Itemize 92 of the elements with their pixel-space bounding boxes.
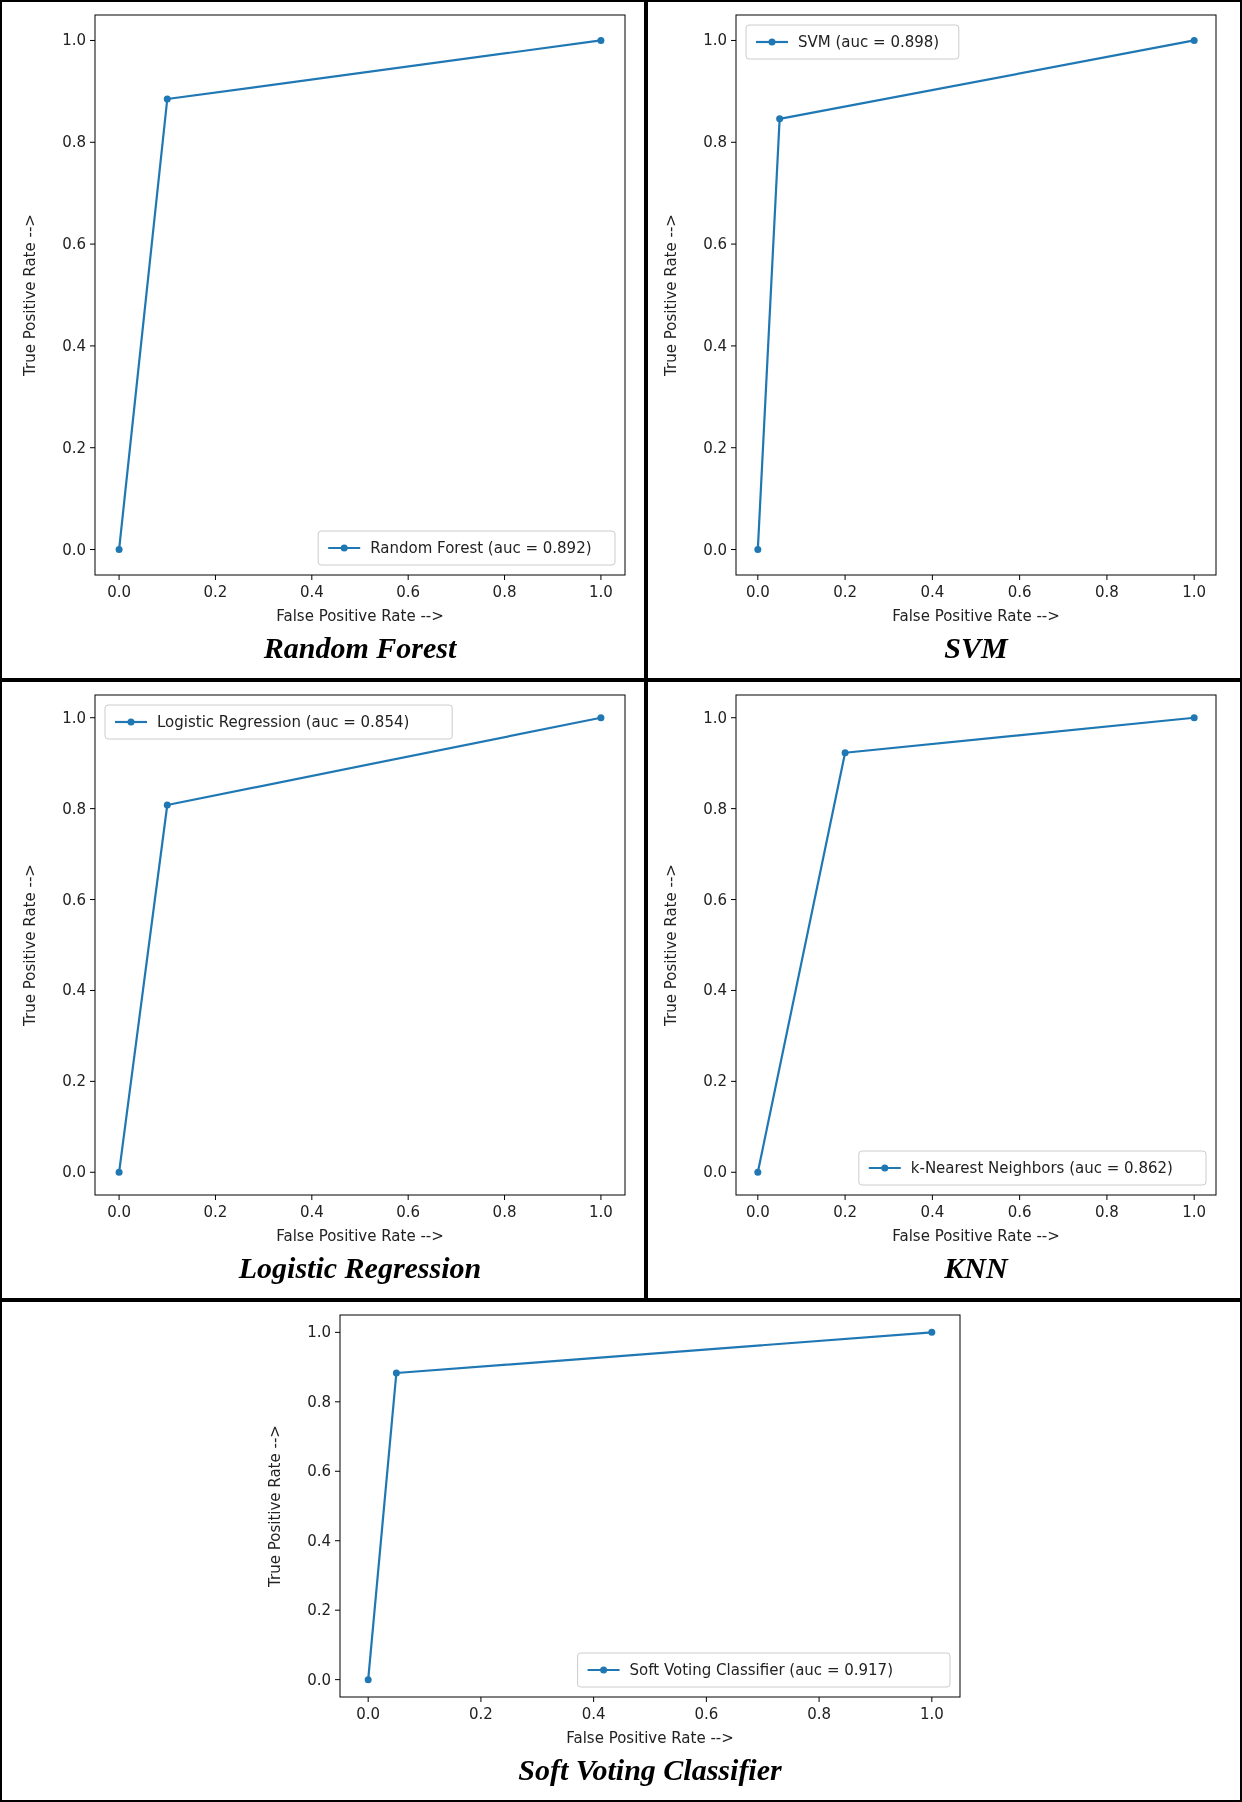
y-tick-label: 0.2 bbox=[307, 1601, 331, 1620]
x-axis-title: False Positive Rate --> bbox=[566, 1729, 734, 1747]
x-tick-label: 0.6 bbox=[396, 583, 421, 601]
y-tick-label: 0.0 bbox=[307, 1670, 331, 1689]
point bbox=[776, 115, 784, 123]
legend-label: SVM (auc = 0.898) bbox=[798, 33, 940, 51]
x-tick-label: 1.0 bbox=[919, 1705, 944, 1723]
y-tick-label: 0.8 bbox=[703, 133, 727, 152]
y-tick-label: 0.2 bbox=[62, 438, 86, 457]
x-tick-label: 0.0 bbox=[107, 1203, 132, 1221]
point bbox=[597, 714, 605, 722]
point bbox=[754, 546, 762, 554]
y-tick-label: 0.2 bbox=[703, 438, 727, 457]
y-tick-label: 0.4 bbox=[62, 336, 86, 355]
x-tick-label: 0.2 bbox=[468, 1705, 493, 1723]
x-tick-label: 0.8 bbox=[492, 583, 517, 601]
y-tick-label: 0.8 bbox=[62, 133, 86, 152]
x-tick-label: 0.0 bbox=[356, 1705, 381, 1723]
y-tick-label: 0.4 bbox=[307, 1531, 331, 1550]
y-axis-title: True Positive Rate --> bbox=[662, 214, 680, 377]
y-tick-label: 0.0 bbox=[703, 540, 727, 559]
y-axis-title: True Positive Rate --> bbox=[21, 214, 39, 377]
x-tick-label: 0.4 bbox=[920, 1203, 945, 1221]
x-axis-title: False Positive Rate --> bbox=[276, 607, 444, 625]
x-tick-label: 1.0 bbox=[1182, 583, 1207, 601]
x-tick-label: 0.8 bbox=[1094, 583, 1119, 601]
y-tick-label: 0.6 bbox=[703, 235, 727, 254]
y-tick-label: 0.0 bbox=[62, 540, 86, 559]
x-tick-label: 0.2 bbox=[833, 1203, 858, 1221]
y-tick-label: 0.8 bbox=[62, 799, 86, 818]
x-tick-label: 0.0 bbox=[107, 583, 132, 601]
x-tick-label: 0.6 bbox=[396, 1203, 421, 1221]
text: SVM bbox=[944, 631, 1010, 664]
text: Logistic Regression bbox=[237, 1251, 482, 1284]
y-tick-label: 1.0 bbox=[307, 1323, 331, 1342]
text: Random Forest bbox=[262, 631, 458, 664]
point bbox=[364, 1676, 372, 1684]
y-axis-title: True Positive Rate --> bbox=[266, 1425, 284, 1588]
y-tick-label: 0.8 bbox=[307, 1392, 331, 1411]
point bbox=[1190, 714, 1198, 722]
x-tick-label: 0.0 bbox=[745, 583, 770, 601]
point bbox=[163, 801, 171, 809]
x-tick-label: 0.8 bbox=[492, 1203, 517, 1221]
y-tick-label: 0.6 bbox=[62, 235, 86, 254]
legend-label: k-Nearest Neighbors (auc = 0.862) bbox=[910, 1159, 1173, 1177]
y-tick-label: 0.4 bbox=[703, 336, 727, 355]
legend-label: Soft Voting Classifier (auc = 0.917) bbox=[629, 1661, 894, 1679]
x-tick-label: 0.2 bbox=[203, 1203, 228, 1221]
x-axis-title: False Positive Rate --> bbox=[892, 607, 1060, 625]
y-tick-label: 1.0 bbox=[703, 31, 727, 50]
y-tick-label: 0.4 bbox=[62, 981, 86, 1000]
point bbox=[928, 1328, 936, 1336]
y-tick-label: 0.0 bbox=[703, 1163, 727, 1182]
x-axis-title: False Positive Rate --> bbox=[276, 1227, 444, 1245]
point bbox=[597, 36, 605, 44]
x-tick-label: 1.0 bbox=[1182, 1203, 1207, 1221]
y-tick-label: 0.6 bbox=[307, 1462, 331, 1481]
text: KNN bbox=[943, 1251, 1009, 1284]
point bbox=[115, 1168, 123, 1176]
legend-label: Logistic Regression (auc = 0.854) bbox=[157, 713, 410, 731]
y-tick-label: 0.6 bbox=[703, 890, 727, 909]
y-tick-label: 0.2 bbox=[703, 1072, 727, 1091]
point bbox=[115, 546, 123, 554]
x-tick-label: 0.2 bbox=[833, 583, 858, 601]
point bbox=[392, 1369, 400, 1377]
text: Soft Voting Classifier bbox=[518, 1753, 783, 1786]
x-tick-label: 1.0 bbox=[588, 583, 613, 601]
legend-label: Random Forest (auc = 0.892) bbox=[370, 539, 592, 557]
y-tick-label: 0.2 bbox=[62, 1072, 86, 1091]
x-tick-label: 0.6 bbox=[1007, 1203, 1032, 1221]
x-tick-label: 0.4 bbox=[581, 1705, 606, 1723]
x-tick-label: 0.8 bbox=[807, 1705, 832, 1723]
x-tick-label: 0.4 bbox=[920, 583, 945, 601]
y-axis-title: True Positive Rate --> bbox=[662, 864, 680, 1027]
y-tick-label: 0.6 bbox=[62, 890, 86, 909]
x-tick-label: 0.8 bbox=[1094, 1203, 1119, 1221]
x-tick-label: 0.2 bbox=[203, 583, 228, 601]
y-tick-label: 1.0 bbox=[703, 708, 727, 727]
y-axis-title: True Positive Rate --> bbox=[21, 864, 39, 1027]
x-tick-label: 0.0 bbox=[745, 1203, 770, 1221]
x-axis-title: False Positive Rate --> bbox=[892, 1227, 1060, 1245]
x-tick-label: 1.0 bbox=[588, 1203, 613, 1221]
point bbox=[1190, 36, 1198, 44]
y-tick-label: 1.0 bbox=[62, 31, 86, 50]
y-tick-label: 1.0 bbox=[62, 708, 86, 727]
x-tick-label: 0.6 bbox=[1007, 583, 1032, 601]
point bbox=[841, 749, 849, 757]
y-tick-label: 0.0 bbox=[62, 1163, 86, 1182]
point bbox=[163, 95, 171, 103]
point bbox=[754, 1168, 762, 1176]
y-tick-label: 0.8 bbox=[703, 799, 727, 818]
y-tick-label: 0.4 bbox=[703, 981, 727, 1000]
